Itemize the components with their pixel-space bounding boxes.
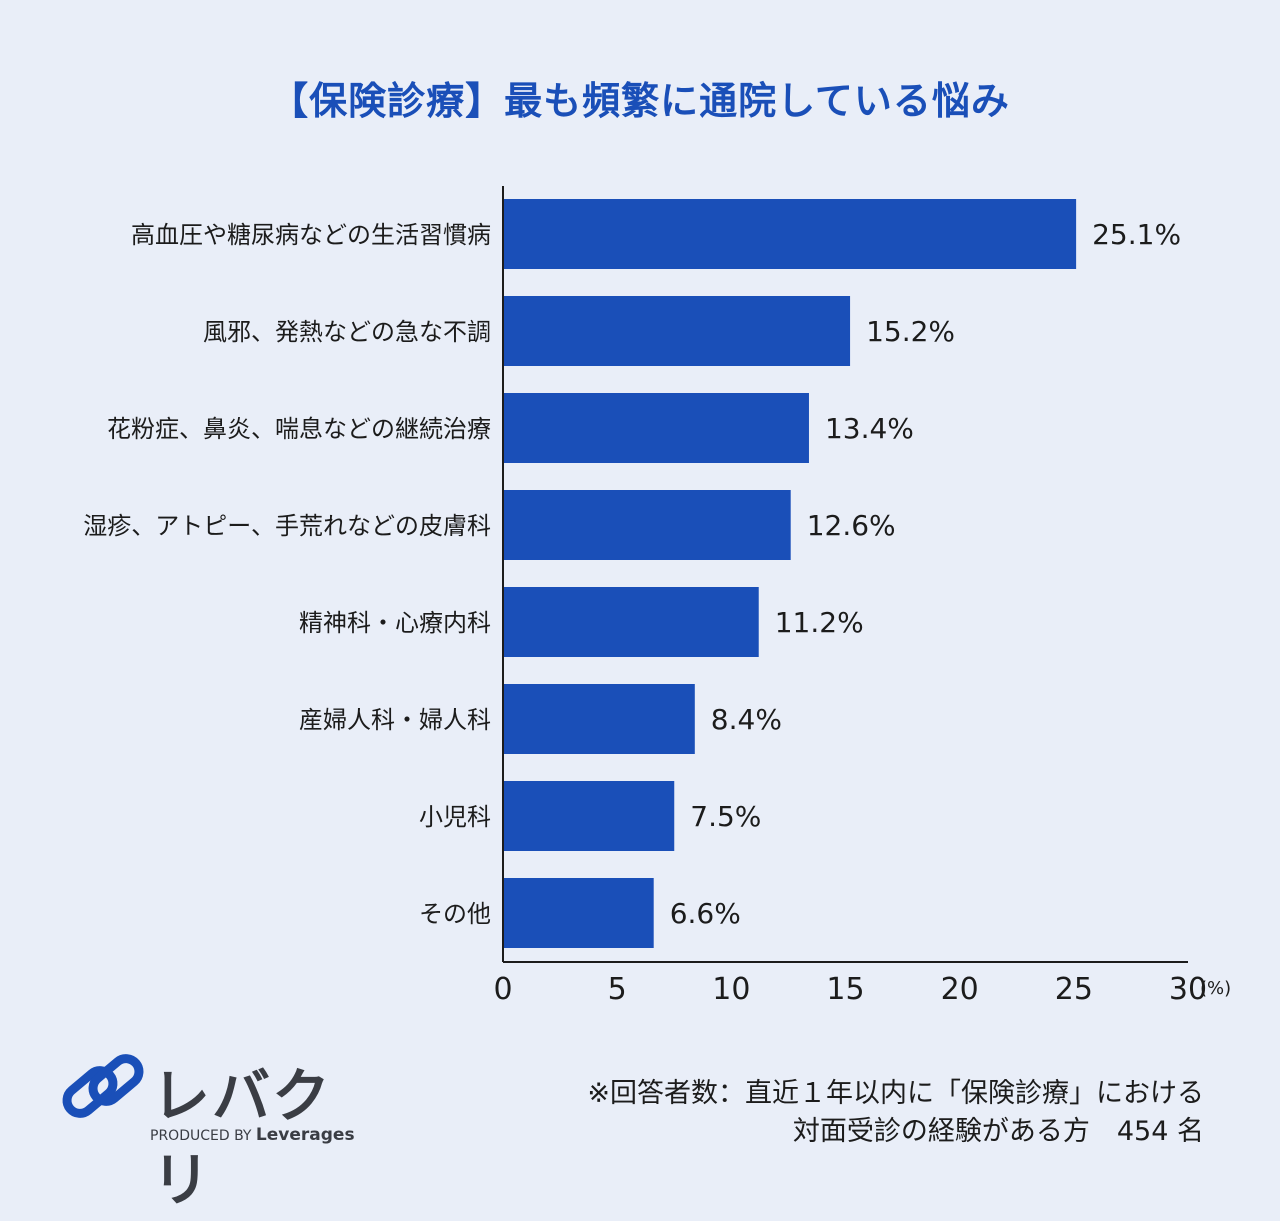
category-label: 風邪、発熱などの急な不調	[203, 318, 491, 346]
bar	[503, 490, 791, 560]
logo-name: レバクリ	[152, 1062, 333, 1214]
x-tick-label: 25	[1055, 972, 1093, 1007]
category-label: 高血圧や糖尿病などの生活習慣病	[131, 221, 491, 249]
value-label: 8.4%	[711, 703, 782, 736]
category-label: 産婦人科・婦人科	[299, 706, 491, 734]
bar	[503, 199, 1077, 269]
category-label: 花粉症、鼻炎、喘息などの継続治療	[107, 415, 491, 443]
category-label: 湿疹、アトピー、手荒れなどの皮膚科	[83, 512, 491, 540]
bar	[503, 393, 809, 463]
chain-link-icon	[62, 1054, 144, 1118]
bar	[503, 587, 759, 657]
value-label: 7.5%	[690, 800, 761, 833]
logo: レバクリ PRODUCED BY Leverages	[60, 1045, 380, 1214]
value-label: 25.1%	[1092, 218, 1181, 251]
footnote-line-2: 対面受診の経験がある方 454 名	[792, 1116, 1204, 1147]
value-label: 6.6%	[670, 897, 741, 930]
x-tick-label: 0	[493, 972, 512, 1007]
category-label: 精神科・心療内科	[299, 609, 491, 637]
footnote-line-1: ※回答者数：直近１年以内に「保険診療」における	[587, 1078, 1204, 1109]
x-tick-label: 20	[941, 972, 979, 1007]
value-label: 15.2%	[866, 315, 955, 348]
footnote: ※回答者数：直近１年以内に「保険診療」における 対面受診の経験がある方 454 …	[587, 1075, 1204, 1151]
produced-by-text: PRODUCED BY	[150, 1128, 252, 1144]
x-tick-label: 5	[608, 972, 627, 1007]
bar	[503, 684, 695, 754]
x-tick-label: 10	[712, 972, 750, 1007]
axes-group: 0 5 10 15 20 25 30(%)	[493, 186, 1231, 1007]
x-tick-label: 15	[826, 972, 864, 1007]
bar	[503, 781, 675, 851]
bars-group: 高血圧や糖尿病などの生活習慣病 25.1% 風邪、発熱などの急な不調 15.2% 花粉症…	[83, 199, 1181, 948]
bar	[503, 878, 654, 948]
value-label: 11.2%	[775, 606, 864, 639]
category-label: 小児科	[419, 803, 491, 831]
value-label: 13.4%	[825, 412, 914, 445]
x-tick-label: 30	[1169, 972, 1207, 1007]
logo-produced-by: PRODUCED BY Leverages	[150, 1125, 355, 1145]
bar	[503, 296, 851, 366]
bar-chart: 高血圧や糖尿病などの生活習慣病 25.1% 風邪、発熱などの急な不調 15.2% 花粉症…	[83, 186, 1231, 1007]
value-label: 12.6%	[807, 509, 896, 542]
category-label: その他	[419, 900, 491, 928]
company-name: Leverages	[255, 1125, 355, 1145]
x-axis-unit: (%)	[1200, 978, 1231, 999]
chart-title: 【保険診療】最も頻繁に通院している悩み	[270, 79, 1010, 123]
